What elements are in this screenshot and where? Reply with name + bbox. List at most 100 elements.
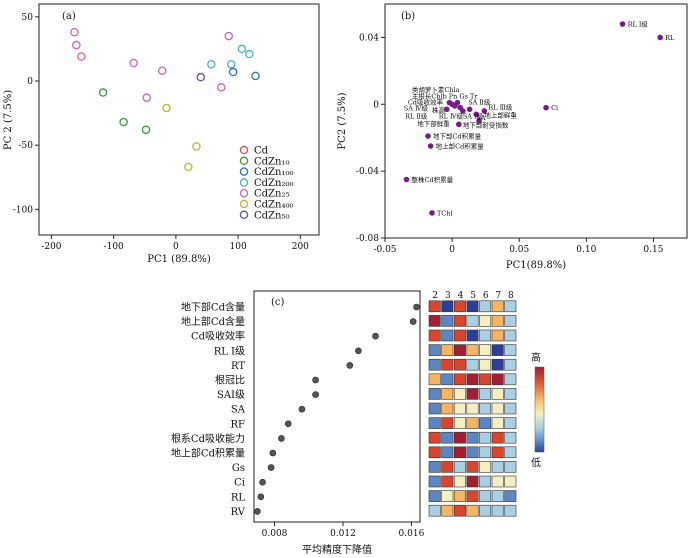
panel-c-row-label: 地下部Cd含量 — [181, 301, 245, 314]
heatmap-cell — [466, 417, 479, 429]
heatmap-cell — [504, 461, 517, 473]
panel-b-point — [619, 21, 626, 27]
panel-b-cluster-label: SA Ⅱ级 — [468, 97, 491, 106]
panel-b-cluster-label: 地下部耐受指数 — [463, 121, 509, 130]
panel-b-ticks: -0.05 0 0.05 0.10 0.15 0.04 0 -0.04 -0.08 — [356, 33, 664, 255]
panel-a-ytick-label: 0 — [27, 77, 33, 87]
panel-b-xtick-label: 0.15 — [643, 245, 663, 255]
heatmap-cell — [466, 329, 479, 342]
legend-label-cdzn10: CdZn₁₀ — [254, 156, 289, 167]
panel-c-point — [269, 449, 277, 457]
panel-b-xlabel: PC1(89.8%) — [506, 260, 566, 271]
heatmap-cell — [504, 490, 517, 502]
panel-a-point — [184, 162, 193, 172]
panel-b-point — [657, 34, 663, 41]
panel-b-ytick-label: -0.08 — [356, 234, 379, 244]
heatmap-cell — [466, 475, 479, 488]
panel-b-ytick-label: 0 — [373, 100, 379, 110]
panel-c-row-label: Gs — [232, 463, 245, 474]
heatmap-cell — [441, 373, 454, 386]
panel-c-row-label: SA — [231, 405, 246, 416]
panel-a-xtick-label: -200 — [41, 242, 61, 252]
heatmap-cell — [466, 504, 479, 517]
panel-b-point — [476, 118, 482, 124]
panel-b-point — [456, 121, 462, 128]
heatmap-cell — [479, 475, 492, 488]
panel-c-row-label: RL Ⅰ级 — [214, 345, 245, 357]
panel-c-xtick-label: 0.016 — [399, 529, 425, 539]
panel-c-row-label: RV — [231, 507, 246, 518]
heatmap-cell — [441, 475, 454, 488]
heatmap-cell — [491, 373, 504, 386]
heatmap-cell — [491, 344, 504, 356]
heatmap-cell — [479, 402, 492, 415]
panel-c-point — [278, 435, 285, 442]
panel-a-point — [237, 44, 247, 54]
heatmap-cell — [453, 461, 466, 473]
heatmap-column-label: 7 — [495, 291, 501, 301]
heatmap-cell — [428, 373, 441, 386]
panel-a-label: (a) — [62, 11, 76, 22]
panel-b-point — [466, 106, 473, 113]
heatmap-cell — [491, 461, 504, 473]
panel-a-point — [98, 88, 108, 97]
panel-b-label: (b) — [401, 11, 415, 22]
heatmap-cell — [466, 446, 479, 459]
panel-a-legend: CdCdZn₁₀CdZn₁₀₀CdZn₂₀₀CdZn₂₅CdZn₄₀₀CdZn₅… — [239, 146, 293, 221]
heatmap-cell — [479, 344, 492, 356]
panel-c-point — [355, 347, 362, 355]
heatmap-cell — [428, 388, 441, 400]
panel-a-xtick-label: 0 — [173, 242, 179, 252]
panel-b-frame — [384, 3, 688, 239]
heatmap-cell — [491, 504, 504, 517]
panel-b-point-label: RL Ⅰ级 — [628, 20, 649, 29]
heatmap-cell — [479, 388, 492, 400]
heatmap-cell — [504, 388, 517, 400]
panel-b-point — [425, 133, 431, 139]
panel-c-point — [284, 420, 292, 428]
panel-b-cluster-label: 地上部鲜重 — [484, 111, 517, 120]
colorbar — [534, 366, 545, 453]
heatmap-cell — [453, 373, 466, 386]
panel-b-point-label: TChl — [437, 209, 453, 217]
panel-a-point — [196, 72, 206, 82]
heatmap-cell — [428, 504, 441, 517]
panel-b-xtick-label: 0.10 — [576, 245, 596, 255]
heatmap-cell — [441, 504, 454, 517]
heatmap-cell — [491, 300, 504, 313]
legend-label-cdzn100: CdZn₁₀₀ — [254, 167, 293, 178]
panel-a-point — [70, 27, 79, 37]
panel-a-point — [251, 71, 260, 81]
panel-a-point — [119, 117, 128, 127]
panel-b-xtick-label: 0 — [449, 245, 455, 255]
heatmap-cell — [479, 329, 492, 342]
panel-b-point-label: 整株Cd积累量 — [411, 175, 453, 184]
heatmap-cell — [479, 358, 492, 371]
panel-c-row-label: 根系Cd吸收能力 — [171, 432, 245, 445]
legend-marker-cdzn50 — [239, 210, 249, 220]
panel-b-cluster-label: 类胡萝卜素Chla — [412, 85, 460, 94]
panel-c-row-label: Ci — [234, 478, 245, 489]
panel-b-point — [443, 106, 450, 113]
panel-b-cluster-label: 主根长Chlb Pn Gs Tr — [412, 91, 479, 100]
heatmap-cell — [428, 358, 441, 371]
panel-a-point — [129, 58, 138, 68]
heatmap-cell — [428, 344, 441, 356]
heatmap-cell — [453, 446, 466, 459]
heatmap-cell — [453, 300, 466, 313]
heatmap-cell — [504, 300, 517, 313]
heatmap-cell — [453, 490, 466, 502]
heatmap-cell — [466, 315, 479, 327]
legend-label-cdzn25: CdZn₂₅ — [254, 189, 289, 200]
panel-b-cluster-label: 地下部鲜重 — [417, 119, 450, 128]
panel-b-xtick-label: 0.05 — [509, 245, 529, 255]
panel-c-label: (c) — [271, 297, 285, 308]
heatmap-cell — [441, 344, 454, 356]
panel-c-point — [257, 493, 265, 501]
heatmap-cell — [441, 388, 454, 400]
heatmap-cell — [466, 431, 479, 444]
panel-c-point — [259, 478, 266, 486]
panel-b-ytick-label: 0.04 — [359, 33, 379, 43]
